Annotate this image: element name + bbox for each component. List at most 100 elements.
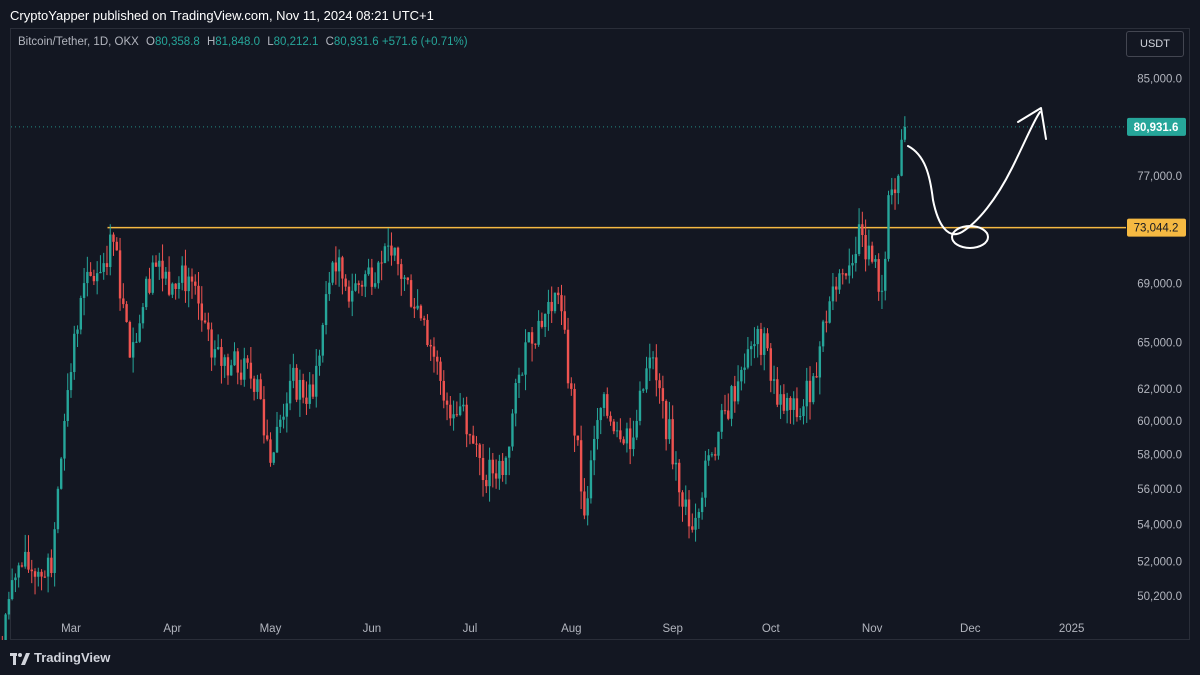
candle-body — [76, 329, 79, 334]
candle-body — [243, 358, 246, 380]
candle-body — [370, 267, 374, 287]
candle-body — [148, 278, 151, 293]
candle-body — [249, 362, 253, 379]
candle-body — [596, 420, 599, 439]
candle-body — [687, 499, 691, 527]
candle-body — [723, 410, 727, 412]
candle-body — [743, 367, 746, 370]
candle-body — [92, 275, 96, 282]
candle-body — [877, 259, 880, 292]
candle-body — [733, 386, 737, 402]
candle-body — [282, 416, 285, 420]
candle-body — [174, 283, 177, 289]
candle-body — [161, 260, 164, 279]
candle-body — [494, 473, 498, 479]
candle-body — [468, 434, 472, 436]
candle-body — [252, 378, 256, 392]
candle-body — [4, 614, 7, 641]
candle-body — [347, 286, 351, 302]
candle-body — [897, 175, 900, 194]
candle-body — [507, 446, 511, 458]
candle-body — [187, 276, 190, 292]
candle-body — [236, 351, 239, 373]
candle-body — [756, 328, 759, 345]
candle-body — [615, 430, 619, 432]
candle-body — [674, 462, 678, 465]
candle-body — [288, 380, 292, 404]
candle-body — [56, 488, 60, 530]
candle-body — [154, 262, 158, 267]
candle-body — [46, 557, 50, 577]
x-axis-tick-label: Oct — [762, 623, 781, 635]
candle-body — [710, 454, 714, 456]
candle-body — [779, 394, 782, 405]
chart-panel[interactable] — [10, 28, 1190, 640]
candle-body — [141, 307, 145, 324]
candle-body — [481, 457, 485, 481]
candle-body — [720, 410, 723, 432]
candle-body — [651, 357, 655, 359]
candle-body — [298, 379, 302, 400]
candle-body — [344, 278, 347, 287]
candle-body — [122, 298, 125, 305]
close-label: C — [325, 36, 334, 48]
candle-body — [589, 460, 593, 499]
candle-body — [543, 313, 547, 327]
candle-body — [534, 343, 537, 345]
y-axis-tick-label: 54,000.0 — [1137, 520, 1182, 532]
candle-body — [478, 444, 481, 458]
open-value: 80,358.8 — [154, 36, 200, 48]
candle-body — [547, 301, 550, 314]
candle-body — [203, 320, 207, 323]
candle-body — [645, 368, 648, 390]
candle-body — [841, 273, 844, 275]
candle-body — [318, 355, 321, 366]
candle-body — [717, 431, 720, 456]
low-label: L — [267, 36, 274, 48]
candle-body — [311, 384, 315, 397]
candle-body — [69, 372, 73, 391]
candle-body — [625, 428, 629, 444]
last-price-label: 80,931.6 — [1134, 122, 1179, 134]
candle-body — [14, 577, 17, 581]
candle-body — [671, 419, 674, 465]
candle-body — [337, 257, 341, 272]
candle-body — [831, 286, 835, 302]
candle-body — [409, 280, 413, 307]
candle-body — [799, 416, 802, 418]
candle-body — [776, 379, 779, 405]
candle-body — [504, 457, 508, 476]
candle-body — [239, 372, 243, 380]
currency-button[interactable]: USDT — [1126, 31, 1184, 57]
candle-body — [167, 271, 171, 295]
candle-body — [7, 599, 11, 615]
forecast-curve — [907, 111, 1041, 235]
candle-body — [550, 301, 553, 312]
candle-body — [789, 397, 792, 410]
candle-body — [279, 419, 282, 427]
x-axis-tick-label: Aug — [561, 623, 581, 635]
candle-body — [426, 319, 429, 345]
candle-body — [622, 439, 625, 444]
candle-body — [887, 195, 890, 259]
candle-body — [766, 333, 769, 349]
candle-body — [131, 342, 135, 358]
candle-body — [844, 273, 848, 276]
candle-body — [884, 258, 887, 291]
candle-body — [684, 499, 687, 507]
candle-body — [736, 381, 740, 402]
candle-body — [416, 305, 419, 309]
retest-circle — [951, 225, 989, 249]
candle-body — [815, 376, 818, 378]
candle-body — [795, 398, 799, 418]
candle-body — [583, 491, 586, 516]
candle-body — [354, 283, 357, 291]
candle-body — [838, 273, 841, 290]
candle-body — [112, 234, 115, 242]
candle-body — [377, 262, 380, 284]
candle-body — [678, 462, 681, 493]
candle-body — [20, 565, 24, 567]
x-axis-tick-label: Jun — [363, 623, 382, 635]
tradingview-brand[interactable]: TradingView — [10, 650, 110, 665]
